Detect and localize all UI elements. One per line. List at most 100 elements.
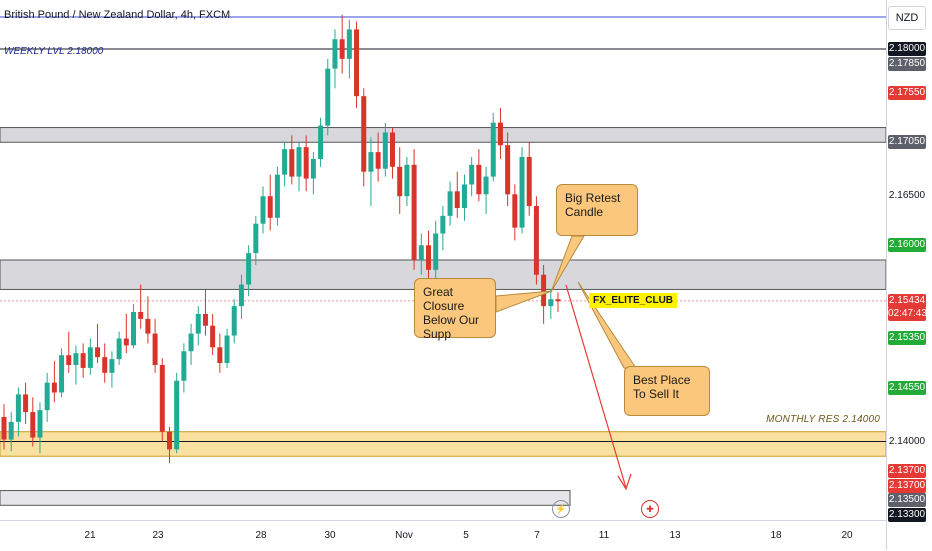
- candle-body: [339, 39, 345, 59]
- candle-body: [490, 122, 496, 177]
- candle-body: [188, 333, 194, 352]
- currency-button[interactable]: NZD: [888, 6, 926, 30]
- candle-body: [131, 312, 137, 346]
- price-label: 2.15350: [888, 331, 926, 346]
- candle-body: [152, 333, 158, 365]
- candle-body: [246, 253, 252, 285]
- candle-body: [533, 206, 539, 275]
- candle-body: [145, 318, 151, 334]
- candle-body: [217, 347, 223, 364]
- candle-body: [274, 174, 280, 218]
- candle-body: [497, 122, 503, 146]
- price-label: 2.17550: [888, 86, 926, 101]
- x-tick-label: 21: [84, 530, 96, 541]
- candle-body: [512, 194, 518, 228]
- zone-monthly: [0, 431, 887, 457]
- x-tick-label: 18: [770, 530, 782, 541]
- x-tick-label: Nov: [395, 530, 413, 541]
- candle-body: [73, 353, 79, 365]
- flag-gb-icon[interactable]: ✚: [641, 500, 659, 518]
- price-label: 2.13700: [888, 463, 926, 478]
- candle-body: [382, 132, 388, 169]
- candle-body: [15, 394, 21, 422]
- sell-arrow-line: [565, 284, 627, 489]
- price-label: 2.13500: [888, 493, 926, 508]
- price-label: 2.18000: [888, 42, 926, 57]
- x-tick-label: 23: [152, 530, 164, 541]
- x-tick-label: 20: [841, 530, 853, 541]
- candle-body: [548, 299, 554, 307]
- candle-body: [397, 166, 403, 197]
- candle-body: [174, 380, 180, 450]
- candle-body: [454, 191, 460, 208]
- candle-body: [346, 29, 352, 59]
- candle-body: [30, 412, 36, 438]
- candle-body: [37, 410, 43, 438]
- zone-lower: [0, 490, 571, 506]
- candle-body: [59, 355, 65, 393]
- callout-great-closure[interactable]: Great Closure Below Our Supp: [414, 278, 496, 341]
- candle-body: [440, 215, 446, 234]
- candle-body: [361, 96, 367, 172]
- x-tick-label: 30: [324, 530, 336, 541]
- pointer-big-retest: [550, 235, 585, 293]
- candle-body: [138, 312, 144, 319]
- candle-body: [44, 382, 50, 411]
- candle-body: [425, 245, 431, 270]
- callout-best-place[interactable]: Best Place To Sell It: [624, 366, 710, 416]
- candle-body: [318, 125, 324, 159]
- price-label: 2.14550: [888, 380, 926, 395]
- monthly-level-label: MONTHLY RES 2.14000: [766, 414, 880, 425]
- candle-body: [51, 382, 57, 393]
- candle-body: [375, 152, 381, 169]
- candle-body: [224, 335, 230, 364]
- candle-body: [418, 245, 424, 260]
- price-label: 2.16500: [888, 190, 926, 202]
- candle-body: [267, 196, 273, 218]
- price-label: 02:47:43: [888, 306, 927, 321]
- candle-body: [390, 132, 396, 167]
- candle-body: [404, 164, 410, 197]
- candle-body: [505, 145, 511, 195]
- price-label: 2.13300: [888, 508, 926, 523]
- candle-body: [368, 152, 374, 172]
- candle-body: [166, 431, 172, 450]
- callout-big-retest[interactable]: Big Retest Candle: [556, 184, 638, 236]
- candle-body: [469, 164, 475, 185]
- candle-body: [8, 421, 14, 440]
- candle-body: [332, 39, 338, 69]
- candle-body: [433, 233, 439, 270]
- candle-body: [260, 196, 266, 224]
- x-tick-label: 28: [255, 530, 267, 541]
- candle-body: [95, 347, 101, 358]
- x-tick-label: 7: [534, 530, 540, 541]
- candle-body: [210, 325, 216, 348]
- candle-body: [66, 355, 72, 365]
- candle-body: [303, 147, 309, 179]
- lightning-icon[interactable]: ⚡: [552, 500, 570, 518]
- zone-resistance: [0, 127, 887, 143]
- price-label: 2.14000: [888, 435, 926, 447]
- candle-body: [87, 347, 93, 368]
- price-label: 2.16000: [888, 238, 926, 253]
- x-tick-label: 11: [598, 530, 610, 541]
- candle-body: [354, 29, 360, 97]
- price-axis[interactable]: [886, 0, 932, 550]
- x-tick-label: 13: [669, 530, 681, 541]
- candle-body: [541, 274, 547, 307]
- x-tick-label: 5: [463, 530, 469, 541]
- candle-body: [231, 306, 237, 336]
- candle-body: [325, 68, 331, 126]
- candle-body: [159, 364, 165, 432]
- candle-body: [296, 147, 302, 177]
- candle-body: [1, 416, 7, 440]
- candle-body: [116, 338, 122, 360]
- time-axis[interactable]: [0, 520, 886, 551]
- candle-body: [555, 299, 561, 302]
- weekly-level-label: WEEKLY LVL 2.18000: [4, 46, 104, 57]
- candle-body: [411, 164, 417, 260]
- price-label: 2.13700: [888, 478, 926, 493]
- pointer-great-closure: [495, 290, 553, 313]
